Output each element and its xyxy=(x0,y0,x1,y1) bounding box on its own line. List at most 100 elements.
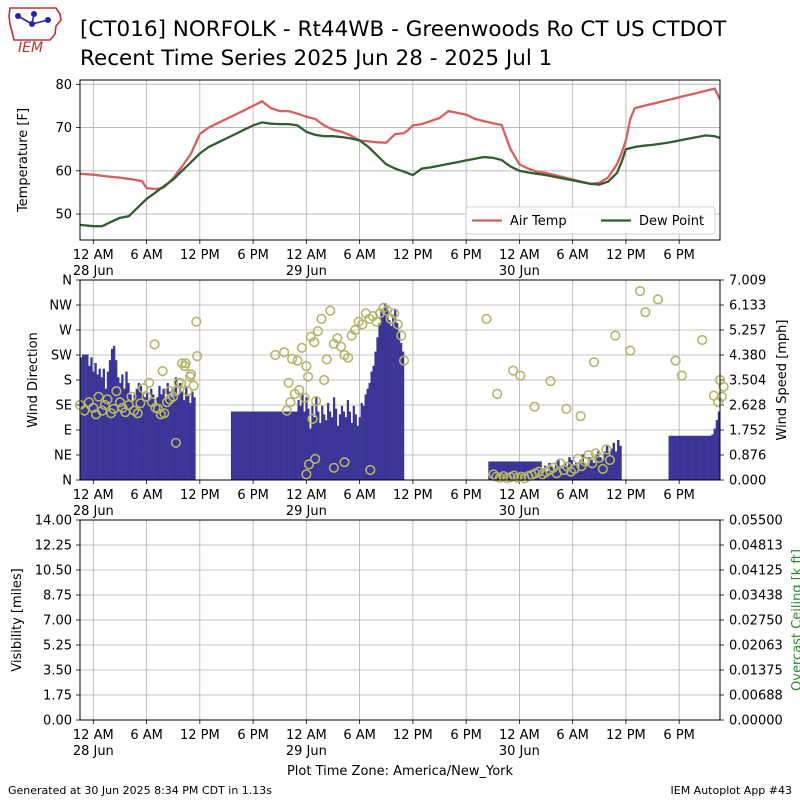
wind-plot-frame xyxy=(79,279,721,481)
wind-speed-bar xyxy=(275,411,278,480)
title-line-2: Recent Time Series 2025 Jun 28 - 2025 Ju… xyxy=(80,46,553,71)
wind-speed-bar xyxy=(334,408,338,480)
wind-direction-marker xyxy=(575,411,586,422)
wind-direction-marker xyxy=(192,351,203,362)
wind-speed-bar xyxy=(88,365,91,480)
visibility-tick-label: 1.75 xyxy=(43,689,72,704)
wind-speed-bar xyxy=(392,314,395,480)
wind-direction-marker xyxy=(508,365,519,376)
x-tick-label: 6 PM xyxy=(237,488,268,503)
wind-speed-bar xyxy=(384,303,387,480)
wind-speed-bar xyxy=(668,435,671,480)
x-tick-label: 6 PM xyxy=(450,248,481,263)
wind-speed-bar xyxy=(577,468,580,480)
wind-speed-bar xyxy=(325,420,328,480)
wind-speed-bar xyxy=(158,385,161,480)
wind-speed-bar xyxy=(152,394,155,480)
wind-direction-marker xyxy=(309,337,320,348)
wind-direction-marker xyxy=(299,392,310,403)
wind-speed-bar xyxy=(329,411,332,480)
wind-direction-marker xyxy=(515,370,526,381)
wind-direction-marker xyxy=(292,355,303,366)
wind-speed-bar xyxy=(297,400,300,480)
wind-direction-marker xyxy=(159,408,170,419)
x-tick-label: 12 AM xyxy=(286,248,327,263)
wind-speed-bar xyxy=(246,411,249,480)
wind-direction-marker xyxy=(176,378,187,389)
wind-speed-bar xyxy=(394,308,397,480)
wind-direction-marker xyxy=(185,371,196,382)
wind-direction-marker xyxy=(102,394,113,405)
wind-direction-marker xyxy=(137,383,149,394)
wind-direction-marker xyxy=(716,391,727,402)
ceiling-tick-label: 0.04125 xyxy=(729,564,783,579)
wind-speed-bar xyxy=(317,411,320,480)
wind-speed-bar xyxy=(127,382,130,480)
wind-speed-bar xyxy=(346,400,350,480)
wind-direction-marker xyxy=(561,403,572,415)
wind-speed-bar xyxy=(344,417,348,480)
wind-speed-bar xyxy=(264,411,267,480)
wind-speed-bar xyxy=(96,374,99,480)
wind-speed-bar xyxy=(94,363,97,480)
wind-speed-bar xyxy=(368,382,371,480)
temp-y-tick-label: 50 xyxy=(55,208,72,223)
wind-speed-bar xyxy=(526,461,529,480)
wind-speed-bar xyxy=(279,411,283,480)
wind-speed-bar xyxy=(400,343,403,480)
wind-speed-bar xyxy=(570,460,573,480)
wind-speed-bar xyxy=(180,391,184,480)
wind-speed-bar xyxy=(590,460,593,480)
visibility-tick-label: 7.00 xyxy=(43,614,72,629)
wind-speed-bar xyxy=(305,397,308,480)
wind-speed-bar xyxy=(331,417,334,480)
wind-speed-bar xyxy=(145,391,149,480)
wind-speed-bar xyxy=(372,365,375,480)
wind-speed-bar xyxy=(135,388,138,480)
wind-speed-bar xyxy=(148,400,151,480)
wind-speed-tick-label: 6.133 xyxy=(729,299,766,314)
wind-speed-bar xyxy=(388,320,391,480)
wind-direction-marker xyxy=(597,463,608,475)
wind-direction-marker xyxy=(111,386,122,397)
wind-speed-bar xyxy=(104,388,108,480)
wind-speed-bar xyxy=(679,435,682,480)
wind-speed-bar xyxy=(366,388,369,480)
iem-logo: IEM xyxy=(8,7,62,56)
x-tick-label: 12 PM xyxy=(180,728,220,743)
wind-direction-marker xyxy=(392,319,403,330)
x-tick-label: 6 AM xyxy=(130,248,163,263)
wind-speed-bar xyxy=(281,411,285,480)
wind-speed-bar xyxy=(170,397,173,480)
wind-speed-bar xyxy=(521,461,525,480)
wind-direction-marker xyxy=(141,391,152,402)
wind-speed-bar xyxy=(176,394,180,480)
wind-direction-marker xyxy=(93,391,104,402)
wind-speed-bar xyxy=(106,371,110,480)
wind-speed-bar xyxy=(501,461,505,480)
wind-direction-marker xyxy=(492,388,503,400)
wind-direction-marker xyxy=(182,386,193,397)
wind-speed-bar xyxy=(293,411,296,480)
wind-speed-bar xyxy=(506,461,509,480)
ceiling-axis-label: Overcast Ceiling [k ft] xyxy=(790,549,800,691)
wind-speed-bar xyxy=(183,400,186,480)
wind-speed-bar xyxy=(84,354,87,480)
wind-direction-marker xyxy=(640,307,651,318)
wind-speed-bar xyxy=(350,422,353,480)
wind-speed-bar xyxy=(121,374,124,480)
x-tick-label: 6 AM xyxy=(556,248,589,263)
wind-direction-marker xyxy=(312,326,324,337)
wind-speed-bar xyxy=(619,445,622,480)
ceiling-tick-label: 0.04813 xyxy=(729,539,783,554)
wind-speed-bar xyxy=(253,411,256,480)
x-tick-label: 12 PM xyxy=(606,488,646,503)
x-tick-label: 12 AM xyxy=(73,728,114,743)
wind-speed-bar xyxy=(288,411,292,480)
wind-speed-bar xyxy=(193,397,196,480)
visibility-plot-frame xyxy=(79,519,721,721)
x-tick-label: 6 PM xyxy=(663,488,694,503)
wind-speed-bar xyxy=(380,308,383,480)
wind-speed-bar xyxy=(284,411,287,480)
